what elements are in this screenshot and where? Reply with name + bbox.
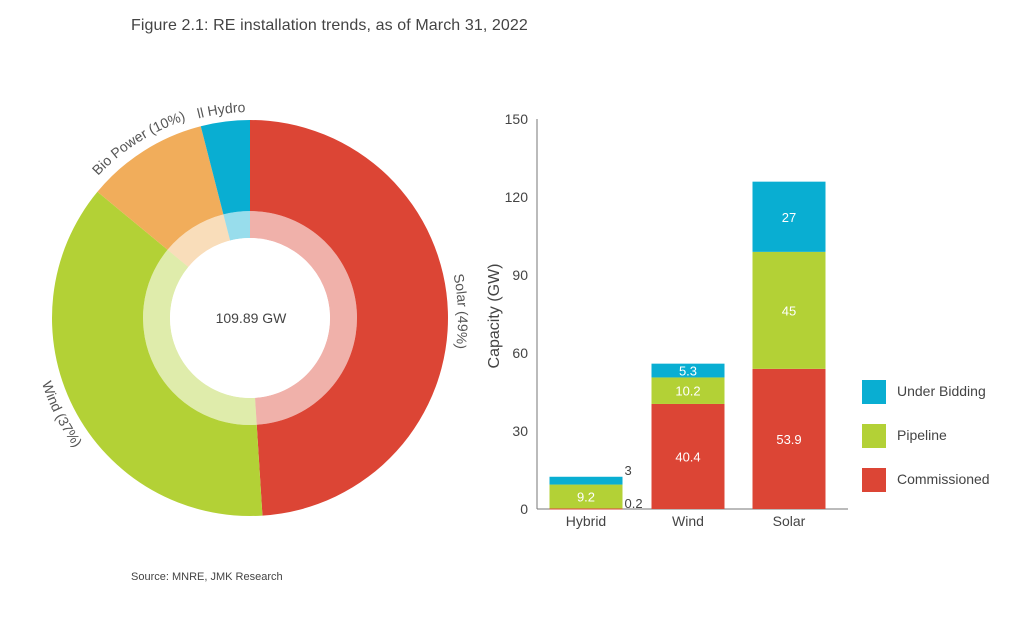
x-category-label: Solar bbox=[773, 513, 806, 529]
y-axis-label: Capacity (GW) bbox=[486, 264, 503, 369]
donut-inner-slice-small-hydro bbox=[223, 211, 250, 241]
donut-slice-wind bbox=[51, 191, 263, 517]
legend-label-commissioned: Commissioned bbox=[897, 471, 990, 487]
x-category-label: Hybrid bbox=[566, 513, 606, 529]
bar-value-label: 10.2 bbox=[675, 384, 700, 399]
y-tick-label: 120 bbox=[505, 189, 529, 205]
legend-swatch-commissioned bbox=[862, 468, 886, 492]
bar-hybrid-under-bidding bbox=[549, 476, 623, 485]
y-tick-label: 90 bbox=[512, 267, 528, 283]
donut-center-label: 109.89 GW bbox=[216, 310, 288, 326]
bar-hybrid-commissioned bbox=[549, 508, 623, 510]
bar-wind-pipeline bbox=[651, 377, 725, 404]
donut-inner-slice-solar bbox=[250, 211, 357, 425]
figure-title: Figure 2.1: RE installation trends, as o… bbox=[131, 17, 528, 34]
x-category-label: Wind bbox=[672, 513, 704, 529]
bar-solar-commissioned bbox=[752, 368, 826, 509]
y-tick-label: 0 bbox=[520, 501, 528, 517]
donut-chart: Solar (49%)Wind (37%)Bio Power (10%)Smal… bbox=[0, 0, 471, 517]
stacked-bar-chart: 0 30 60 90 120 150 Capacity (GW) 0.2 9.2 3 Hybrid 4… bbox=[486, 111, 848, 529]
bar-value-label: 0.2 bbox=[625, 496, 643, 511]
y-tick-label: 60 bbox=[512, 345, 528, 361]
y-tick-label: 150 bbox=[505, 111, 529, 127]
bar-solar-under-bidding bbox=[752, 181, 826, 252]
donut-inner-slice-wind bbox=[143, 249, 257, 425]
source-note: Source: MNRE, JMK Research bbox=[131, 571, 283, 583]
bar-wind-commissioned bbox=[651, 403, 725, 509]
bar-value-label: 53.9 bbox=[776, 432, 801, 447]
legend-label-under-bidding: Under Bidding bbox=[897, 383, 986, 399]
bar-solar-pipeline bbox=[752, 251, 826, 369]
bar-value-label: 9.2 bbox=[577, 490, 595, 505]
donut-slice-solar bbox=[250, 120, 448, 516]
bar-value-label: 5.3 bbox=[679, 364, 697, 379]
bar-value-label: 27 bbox=[782, 210, 796, 225]
donut-slice-bio-power bbox=[97, 126, 224, 250]
legend-label-pipeline: Pipeline bbox=[897, 427, 947, 443]
donut-inner-slice-bio-power bbox=[167, 214, 231, 268]
y-tick-label: 30 bbox=[512, 423, 528, 439]
legend-swatch-pipeline bbox=[862, 424, 886, 448]
bar-hybrid-pipeline bbox=[549, 484, 623, 509]
bar-value-label: 40.4 bbox=[675, 449, 700, 464]
bar-value-label: 45 bbox=[782, 303, 796, 318]
bar-value-label: 3 bbox=[625, 463, 632, 478]
legend-swatch-under-bidding bbox=[862, 380, 886, 404]
bar-wind-under-bidding bbox=[651, 363, 725, 378]
donut-slice-small-hydro bbox=[200, 120, 250, 215]
donut-label-solar: Solar (49%) bbox=[451, 272, 471, 350]
